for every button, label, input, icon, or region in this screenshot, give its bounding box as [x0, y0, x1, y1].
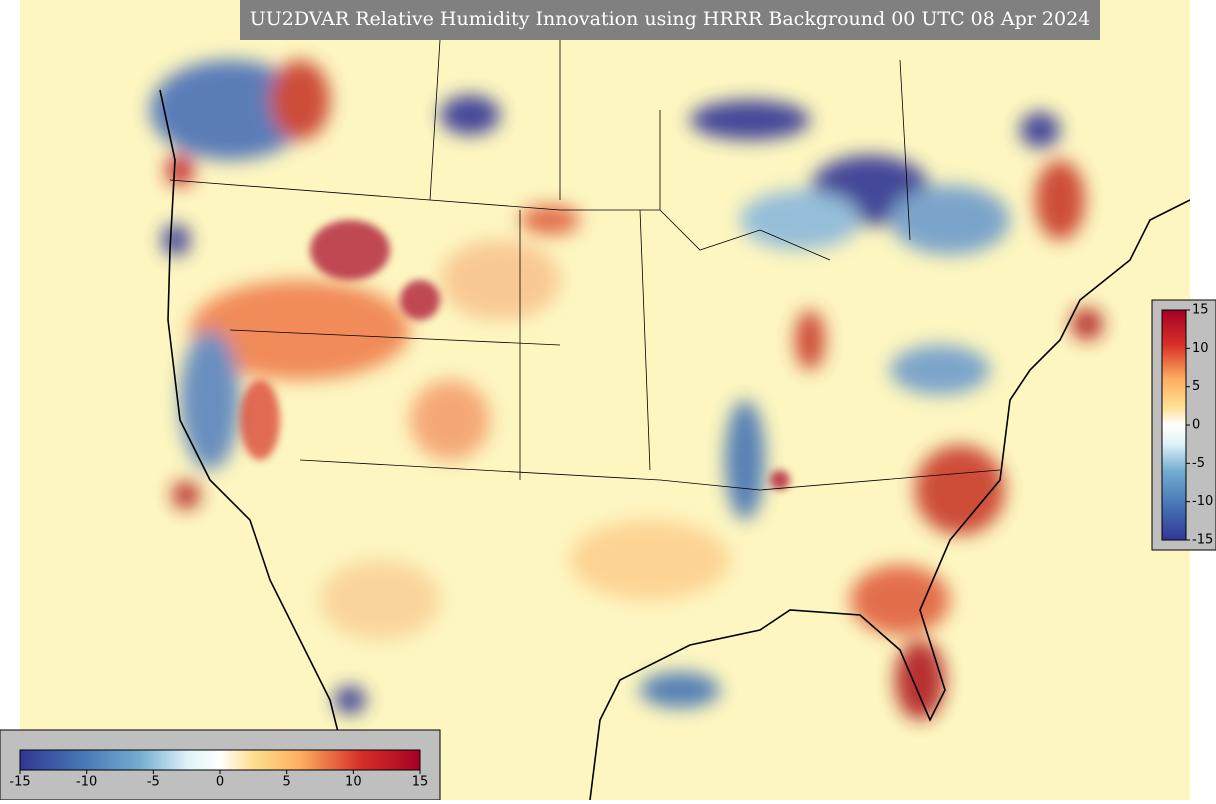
tick-label: 15 — [1192, 303, 1209, 318]
map-field — [20, 0, 1190, 800]
tick-label: 15 — [412, 775, 429, 790]
colorbar — [1161, 309, 1187, 541]
tick-label: 0 — [1192, 418, 1200, 433]
tick-label: 5 — [1192, 379, 1200, 394]
title-box — [240, 0, 1100, 40]
tick-label: 0 — [216, 775, 224, 790]
colorbar — [19, 749, 421, 771]
tick-label: 10 — [345, 775, 362, 790]
tick-label: -15 — [1192, 533, 1213, 548]
colorbar-ticks: 15 10 5 0 -5 -10 -15 -15 -10 -5 0 5 10 15 — [9, 303, 1213, 790]
tick-label: -10 — [76, 775, 97, 790]
map-title: UU2DVAR Relative Humidity Innovation usi… — [250, 8, 1091, 30]
tick-label: 10 — [1192, 341, 1209, 356]
tick-label: 5 — [283, 775, 291, 790]
tick-label: -5 — [147, 775, 160, 790]
tick-label: -10 — [1192, 494, 1213, 509]
tick-label: -5 — [1192, 456, 1205, 471]
tick-label: -15 — [9, 775, 30, 790]
